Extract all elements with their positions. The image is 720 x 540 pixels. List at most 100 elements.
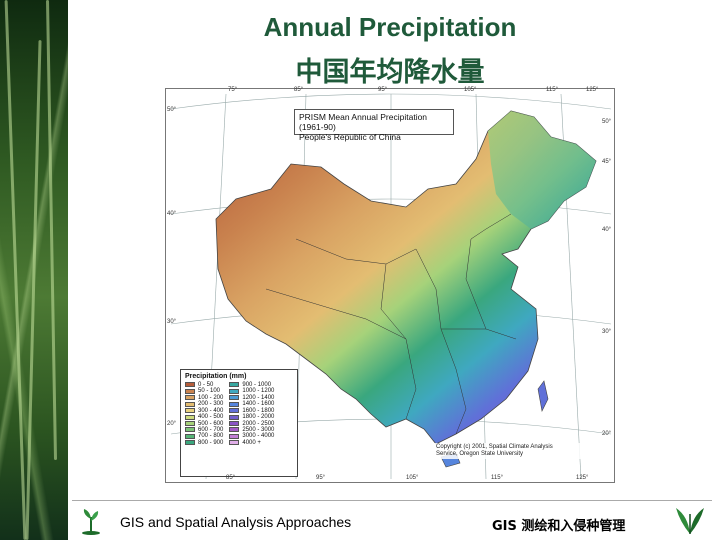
- legend-label: 1800 - 2000: [242, 414, 275, 421]
- precipitation-map: PRISM Mean Annual Precipitation (1961-90…: [165, 87, 615, 483]
- legend-swatch: [229, 414, 240, 420]
- legend-item: 500 - 600: [185, 420, 224, 427]
- lon-tick-top-1: 85°: [294, 87, 304, 93]
- legend-label: 400 - 500: [198, 414, 224, 421]
- legend-label: 2500 - 3000: [242, 426, 275, 433]
- legend-swatch: [185, 395, 195, 401]
- lon-tick-top-0: 75°: [228, 87, 238, 93]
- slide-title-english: Annual Precipitation: [263, 12, 517, 42]
- legend-label: 300 - 400: [198, 407, 224, 414]
- legend-swatch: [229, 421, 240, 426]
- legend-swatch: [229, 427, 240, 433]
- legend-swatch: [229, 433, 240, 439]
- legend-item: 2000 - 2500: [229, 420, 275, 427]
- legend-item: 1400 - 1600: [229, 401, 275, 408]
- legend-swatch: [185, 421, 195, 426]
- legend-column: 0 - 50 50 - 100 100 - 200 200 - 300 300 - 40…: [185, 382, 223, 446]
- legend-label: 900 - 1000: [242, 381, 272, 388]
- precipitation-legend: Precipitation (mm) 0 - 50 50 - 100 100 - 2…: [180, 369, 298, 477]
- legend-label: 2000 - 2500: [242, 420, 275, 427]
- legend-swatch: [185, 414, 195, 420]
- legend-swatch: [229, 395, 240, 401]
- footer-divider: [72, 500, 712, 501]
- legend-item: 400 - 500: [185, 414, 224, 421]
- legend-swatch: [229, 401, 240, 407]
- legend-item: 1600 - 1800: [229, 407, 275, 414]
- legend-item: 900 - 1000: [229, 381, 274, 388]
- lat-tick-left-0: 50°: [167, 107, 177, 113]
- legend-item: 2500 - 3000: [229, 426, 275, 433]
- lon-tick-bottom-1: 95°: [316, 475, 326, 481]
- lon-tick-bottom-3: 115°: [491, 475, 503, 481]
- leaf-logo-icon: [676, 508, 704, 534]
- china-map-graphic: [170, 93, 612, 480]
- map-copyright: Copyright (c) 2001, Spatial Climate Anal…: [434, 443, 584, 459]
- copyright-line2: Service, Oregon State University: [436, 451, 524, 457]
- legend-item: 1800 - 2000: [229, 414, 275, 421]
- legend-item: 0 - 50: [185, 381, 223, 388]
- lat-tick-left-1: 40°: [167, 211, 177, 217]
- legend-label: 1200 - 1400: [242, 394, 275, 401]
- copyright-line1: Copyright (c) 2001, Spatial Climate Anal…: [436, 444, 553, 450]
- map-title-box: PRISM Mean Annual Precipitation (1961-90…: [294, 109, 454, 142]
- plant-logo-icon: [82, 509, 100, 535]
- legend-label: 200 - 300: [198, 401, 224, 408]
- lat-tick-right-1: 45°: [602, 159, 612, 165]
- lon-tick-bottom-4: 125°: [576, 475, 589, 481]
- legend-item: 4000 +: [229, 439, 274, 446]
- map-title-line2: People's Republic of China: [299, 132, 401, 142]
- legend-swatch: [185, 440, 195, 446]
- legend-swatch: [229, 408, 240, 414]
- lon-tick-bottom-2: 105°: [406, 475, 419, 481]
- legend-label: 1400 - 1600: [242, 401, 275, 408]
- footer-course-title: GIS and Spatial Analysis Approaches: [120, 514, 352, 530]
- map-title-line1: PRISM Mean Annual Precipitation (1961-90…: [299, 112, 428, 132]
- legend-item: 1000 - 1200: [229, 388, 275, 395]
- legend-item: 300 - 400: [185, 407, 224, 414]
- lon-tick-top-5: 125°: [586, 87, 599, 93]
- legend-item: 3000 - 4000: [229, 433, 275, 440]
- lon-tick-bottom-0: 85°: [226, 475, 236, 481]
- northeast-region-shading: [488, 111, 596, 229]
- legend-swatch: [185, 433, 195, 439]
- lon-tick-top-2: 95°: [378, 87, 388, 93]
- legend-swatch: [229, 388, 240, 394]
- legend-swatch: [185, 401, 195, 407]
- legend-label: 500 - 600: [198, 420, 224, 427]
- legend-swatch: [229, 382, 240, 388]
- lat-tick-right-0: 50°: [602, 119, 612, 125]
- legend-item: 50 - 100: [185, 388, 223, 395]
- legend-label: 100 - 200: [198, 394, 224, 401]
- legend-item: 600 - 700: [185, 426, 224, 433]
- legend-label: 0 - 50: [198, 381, 214, 388]
- legend-title: Precipitation (mm): [185, 373, 247, 380]
- legend-item: 800 - 900: [185, 439, 224, 446]
- legend-label: 800 - 900: [198, 439, 224, 446]
- legend-label: 50 - 100: [198, 388, 221, 395]
- taiwan-island: [537, 380, 549, 412]
- legend-item: 700 - 800: [185, 433, 224, 440]
- lat-tick-right-4: 20°: [602, 431, 612, 437]
- legend-item: 200 - 300: [185, 401, 224, 408]
- grass-background-strip: [0, 0, 68, 540]
- lon-tick-top-3: 105°: [464, 87, 477, 93]
- lat-tick-left-3: 20°: [167, 421, 177, 427]
- legend-label: 700 - 800: [198, 433, 224, 440]
- legend-label: 600 - 700: [198, 426, 224, 433]
- slide-title-chinese: 中国年均降水量: [295, 57, 485, 88]
- legend-item: 1200 - 1400: [229, 394, 275, 401]
- legend-label: 3000 - 4000: [242, 433, 275, 440]
- legend-label: 1600 - 1800: [242, 407, 275, 414]
- legend-swatch: [185, 408, 195, 414]
- legend-item: 100 - 200: [185, 394, 224, 401]
- legend-column: 900 - 1000 1000 - 1200 1200 - 1400 1400 - 1…: [229, 382, 274, 446]
- legend-label: 1000 - 1200: [242, 388, 275, 395]
- legend-columns: 0 - 50 50 - 100 100 - 200 200 - 300 300 - 40…: [185, 382, 293, 446]
- lat-tick-left-2: 30°: [167, 319, 177, 325]
- lat-tick-right-3: 30°: [602, 329, 612, 335]
- legend-swatch: [185, 388, 195, 394]
- legend-swatch: [229, 440, 240, 446]
- legend-label: 4000 +: [242, 439, 261, 446]
- legend-swatch: [185, 382, 195, 388]
- lat-tick-right-2: 40°: [602, 227, 612, 233]
